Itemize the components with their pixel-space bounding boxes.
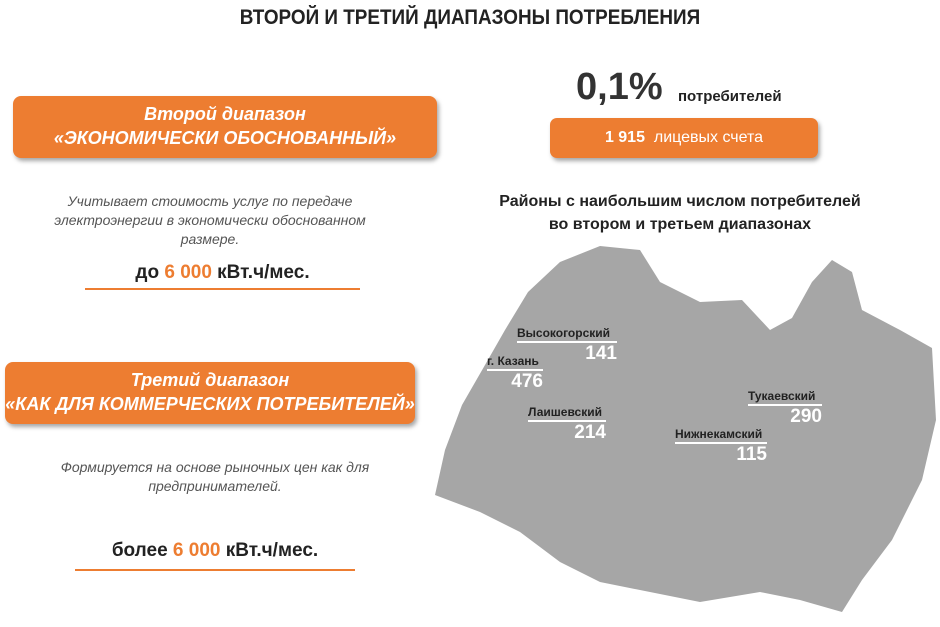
third-range-limit: более 6 000 кВт.ч/мес. <box>75 540 355 562</box>
map-title-line1: Районы с наибольшим числом потребителей <box>499 193 861 210</box>
limit-prefix: более <box>111 540 168 561</box>
district-kazan: г. Казань 476 <box>487 354 543 393</box>
district-laishevsky: Лаишевский 214 <box>528 405 606 444</box>
district-name: г. Казань <box>487 354 543 371</box>
district-value: 290 <box>790 406 822 427</box>
district-name: Нижнекамский <box>675 427 767 444</box>
limit-prefix: до <box>135 262 160 283</box>
district-value: 476 <box>511 371 543 392</box>
page-title: ВТОРОЙ И ТРЕТИЙ ДИАПАЗОНЫ ПОТРЕБЛЕНИЯ <box>239 6 701 29</box>
divider <box>85 288 360 290</box>
consumer-label: потребителей <box>678 88 782 105</box>
second-range-description: Учитывает стоимость услуг по передаче эл… <box>54 193 366 247</box>
second-range-subtitle: «ЭКОНОМИЧЕСКИ ОБОСНОВАННЫЙ» <box>53 128 397 148</box>
district-name: Лаишевский <box>528 405 606 422</box>
second-range-title: Второй диапазон <box>144 104 306 124</box>
third-range-description: Формируется на основе рыночных цен как д… <box>60 459 370 494</box>
second-range-header: Второй диапазон «ЭКОНОМИЧЕСКИ ОБОСНОВАНН… <box>13 96 437 158</box>
map-title-line2: во втором и третьем диапазонах <box>548 216 812 233</box>
third-range-header: Третий диапазон «КАК ДЛЯ КОММЕРЧЕСКИХ ПО… <box>5 362 415 424</box>
limit-value: 6 000 <box>164 262 212 283</box>
accounts-label: лицевых счета <box>653 129 764 146</box>
district-nizhnekamsky: Нижнекамский 115 <box>675 427 767 466</box>
second-range-limit: до 6 000 кВт.ч/мес. <box>85 262 360 284</box>
district-name: Тукаевский <box>748 389 822 406</box>
third-range-subtitle: «КАК ДЛЯ КОММЕРЧЕСКИХ ПОТРЕБИТЕЛЕЙ» <box>5 394 415 414</box>
accounts-box: 1 915 лицевых счета <box>550 118 818 158</box>
district-name: Высокогорский <box>517 326 617 343</box>
map-shape <box>435 246 936 612</box>
limit-unit: кВт.ч/мес. <box>225 540 319 561</box>
district-value: 115 <box>736 444 767 465</box>
limit-unit: кВт.ч/мес. <box>217 262 310 283</box>
district-vysokogorsky: Высокогорский 141 <box>517 326 617 365</box>
divider <box>75 569 355 571</box>
map-title: Районы с наибольшим числом потребителей … <box>470 190 890 236</box>
limit-value: 6 000 <box>172 540 221 561</box>
district-value: 214 <box>574 422 606 443</box>
district-value: 141 <box>585 343 617 364</box>
district-tukaevsky: Тукаевский 290 <box>748 389 822 428</box>
accounts-value: 1 915 <box>604 129 645 146</box>
consumer-percent: 0,1% <box>576 66 663 108</box>
third-range-title: Третий диапазон <box>130 370 290 390</box>
